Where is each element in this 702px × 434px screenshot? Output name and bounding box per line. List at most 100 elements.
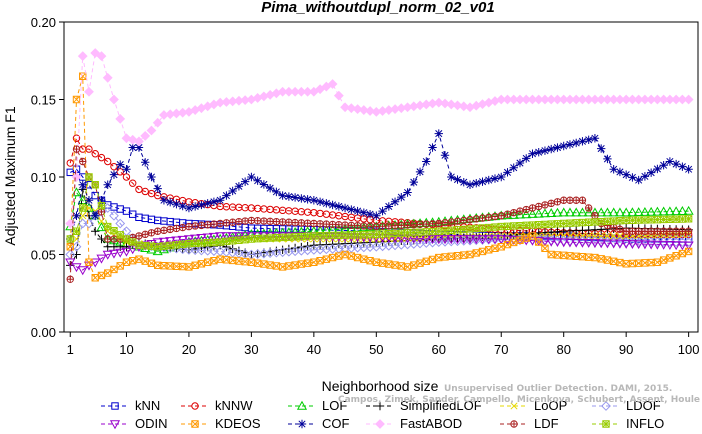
data-point-kdeos [191, 261, 199, 270]
legend-item-simplifiedlof: SimplifiedLOF [366, 398, 482, 413]
data-point-lof [671, 206, 682, 216]
data-point-inflo [122, 235, 131, 243]
data-point-lof [521, 209, 532, 219]
data-point-ldf [110, 235, 118, 243]
data-point-knn [116, 205, 124, 213]
data-point-inflo [510, 222, 518, 230]
data-point-kdeos [422, 257, 430, 266]
data-point-inflo [560, 219, 568, 228]
data-point-kdeos [110, 265, 118, 274]
data-point-ldf [241, 217, 249, 225]
data-point-cof [334, 202, 344, 211]
data-point-cof [684, 165, 693, 174]
data-point-inflo [210, 238, 218, 247]
legend-marker [375, 401, 385, 411]
data-point-cof [534, 148, 543, 157]
data-point-odin [152, 238, 163, 248]
data-point-kdeos [66, 243, 74, 251]
data-point-loop [578, 232, 586, 240]
data-point-inflo [410, 228, 418, 237]
data-point-odin [452, 235, 463, 245]
y-axis-label: Adjusted Maximum F1 [2, 106, 18, 245]
data-point-cof [347, 205, 356, 214]
data-point-cof [522, 154, 531, 163]
data-point-kdeos [316, 257, 324, 265]
data-point-cof [497, 172, 506, 182]
data-point-cof [547, 144, 556, 154]
data-point-inflo [303, 232, 312, 240]
legend-item-fastabod: FastABOD [366, 416, 462, 431]
data-point-fastabod [433, 97, 444, 108]
data-point-kdeos [510, 238, 518, 247]
data-point-kdeos [297, 260, 306, 268]
data-point-inflo [378, 230, 387, 238]
data-point-inflo [335, 231, 343, 239]
data-point-kdeos [353, 253, 362, 262]
data-point-inflo [528, 221, 537, 229]
plot-area-frame [63, 21, 699, 333]
data-point-odin [233, 232, 244, 242]
data-point-odin [646, 240, 657, 250]
data-point-inflo [391, 229, 399, 238]
data-point-ldof [109, 210, 119, 221]
data-point-odin [621, 239, 632, 249]
data-point-inflo [591, 218, 599, 226]
data-point-ldf [647, 227, 655, 235]
data-point-fastabod [146, 125, 157, 136]
data-point-inflo [622, 216, 630, 225]
data-point-ldf [353, 222, 362, 230]
data-point-odin [596, 239, 607, 249]
data-point-kdeos [72, 95, 81, 104]
data-point-inflo [328, 231, 337, 240]
data-point-odin [671, 241, 682, 251]
x-tick-label: 70 [494, 342, 508, 357]
data-point-odin [190, 234, 201, 244]
data-point-cof [378, 206, 387, 216]
data-point-inflo [178, 240, 187, 248]
data-point-odin [483, 235, 494, 245]
data-point-kdeos [497, 243, 505, 251]
data-point-ldf [634, 227, 643, 235]
data-point-cof [415, 167, 425, 177]
legend: kNN kNNW LOF SimplifiedLOF LoOP LDOF ODIN KDEOS… [101, 398, 664, 431]
data-point-fastabod [327, 79, 338, 89]
data-point-odin [77, 266, 88, 276]
legend-label: ODIN [135, 416, 168, 431]
data-point-fastabod [352, 104, 363, 115]
data-point-kdeos [310, 258, 318, 266]
data-point-inflo [428, 227, 437, 236]
data-point-ldf [197, 221, 206, 229]
data-point-kdeos [659, 256, 668, 264]
data-point-kdeos [428, 255, 437, 264]
data-point-inflo [584, 218, 593, 226]
data-point-inflo [535, 221, 543, 229]
data-point-inflo [572, 219, 580, 227]
data-point-kdeos [360, 255, 368, 263]
x-tick-label: 50 [369, 342, 383, 357]
data-point-lof [527, 208, 538, 218]
data-point-odin [489, 235, 501, 245]
data-point-ldf [272, 218, 281, 226]
legend-label: LOF [322, 398, 347, 413]
data-point-inflo [653, 215, 662, 224]
data-point-inflo [447, 226, 455, 235]
data-point-kdeos [141, 257, 149, 265]
data-point-inflo [684, 215, 693, 223]
data-point-odin [614, 239, 625, 249]
data-point-cof [265, 183, 275, 193]
data-point-cof [178, 201, 187, 211]
data-point-cof [315, 197, 325, 206]
data-point-ldf [322, 220, 331, 228]
data-point-inflo [372, 230, 381, 239]
data-point-cof [141, 158, 150, 167]
data-point-ldf [678, 227, 687, 235]
x-axis-label: Neighborhood size [322, 378, 439, 394]
data-point-cof [671, 159, 681, 169]
data-point-fastabod [333, 90, 344, 101]
data-point-lof [664, 206, 675, 216]
y-tick-label: 0.15 [31, 93, 56, 108]
data-point-kdeos [466, 250, 474, 259]
data-point-ldf [385, 222, 393, 230]
data-point-cof [640, 172, 650, 181]
x-tick-label: 80 [556, 342, 570, 357]
